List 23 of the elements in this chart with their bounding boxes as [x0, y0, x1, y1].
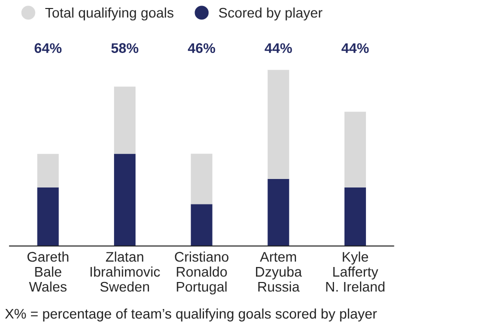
- x-tick-label: Zlatan Ibrahimovic Sweden: [90, 252, 160, 292]
- legend-label: Total qualifying goals: [45, 7, 174, 20]
- bar: [268, 178, 290, 246]
- text: 64%: [34, 43, 62, 54]
- text: 46%: [188, 43, 216, 54]
- x-tick-label: Gareth Bale Wales: [27, 252, 68, 292]
- bar: [37, 154, 59, 188]
- x-tick-label: Kyle Lafferty N. Ireland: [326, 252, 384, 292]
- text: X% = percentage of team’s qualifying goals scored by player: [5, 308, 377, 322]
- bar: [190, 204, 212, 246]
- bar: [114, 86, 136, 154]
- text: 58%: [111, 43, 138, 54]
- legend-label: Scored by player: [218, 7, 322, 20]
- bar: [190, 154, 212, 204]
- text: 44%: [264, 43, 292, 53]
- bar: [37, 187, 59, 246]
- text: 44%: [342, 43, 369, 53]
- bar: [268, 70, 290, 179]
- bar: [344, 112, 366, 188]
- x-tick-label: Artem Dzyuba Russia: [256, 252, 302, 292]
- x-tick-label: Cristiano Ronaldo Portugal: [174, 252, 228, 294]
- bar: [114, 154, 136, 246]
- bar: [344, 187, 366, 246]
